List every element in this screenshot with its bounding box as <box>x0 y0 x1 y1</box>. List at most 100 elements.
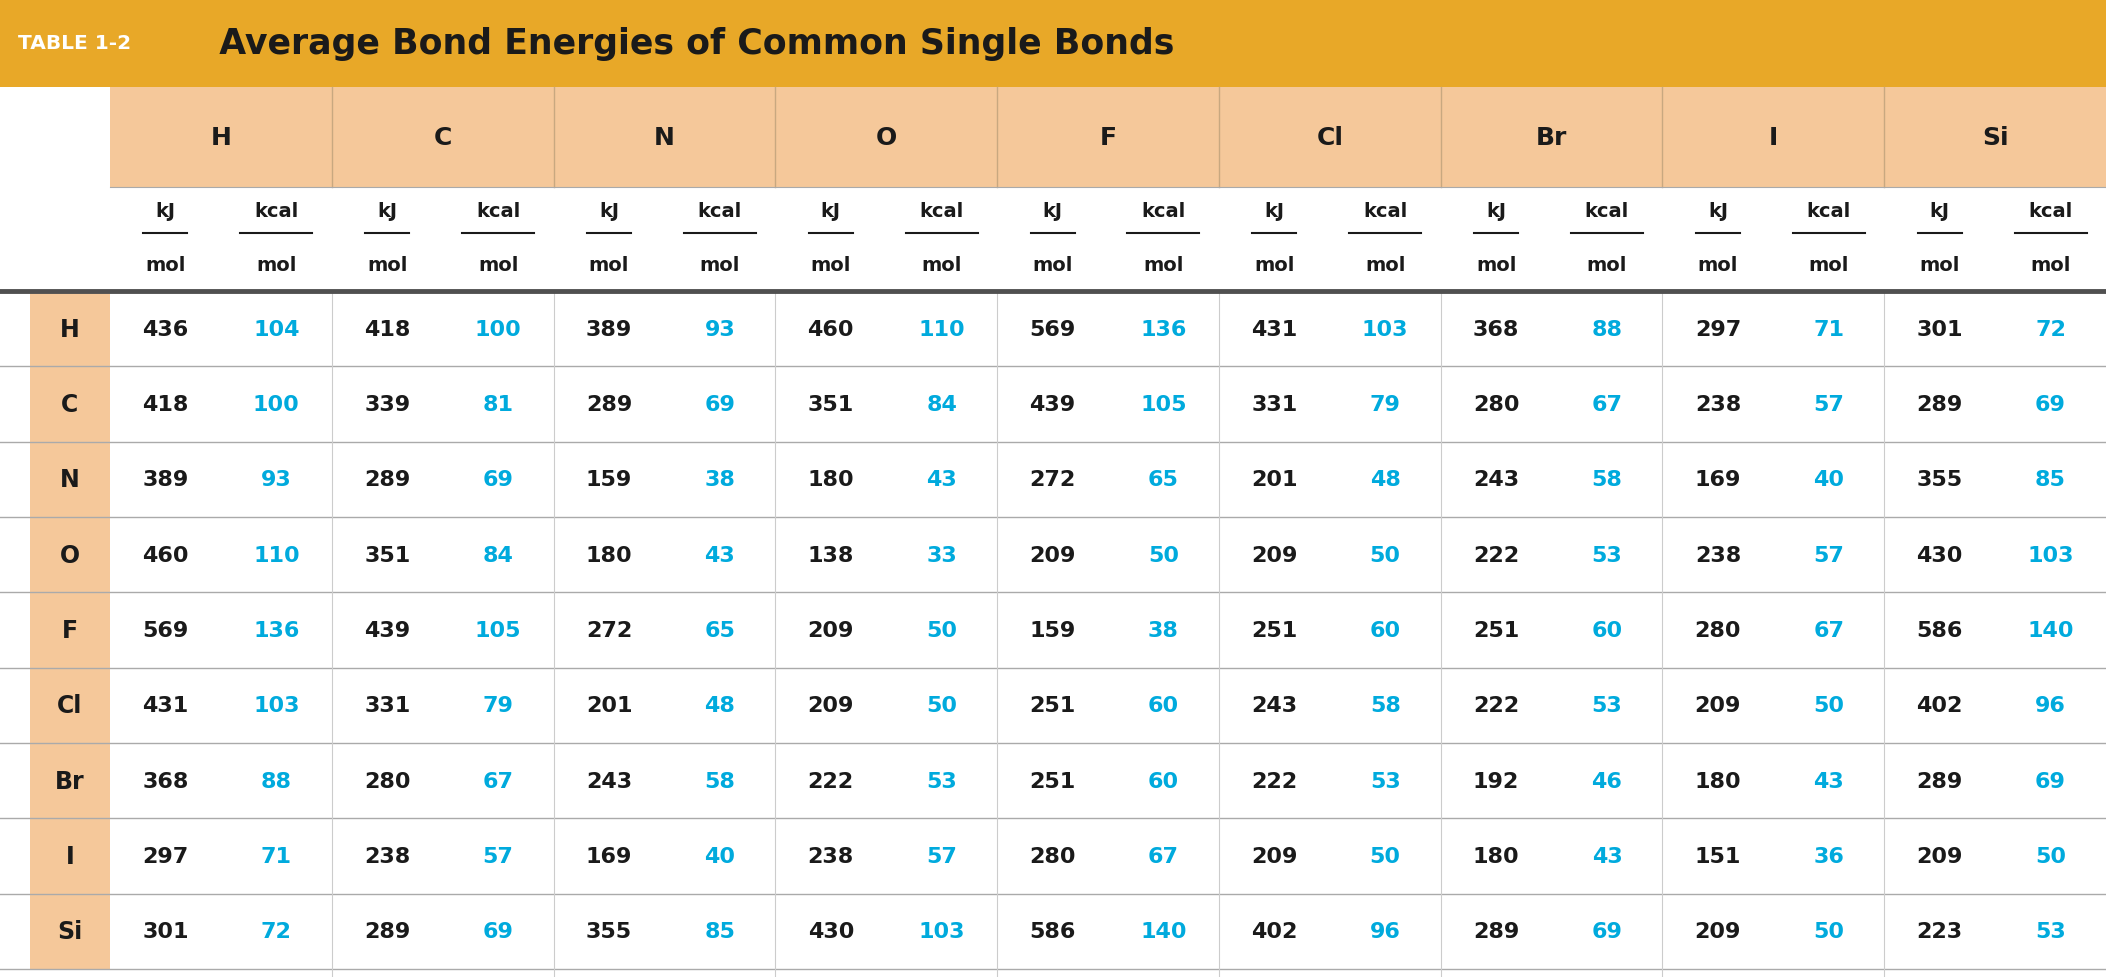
Text: 140: 140 <box>1139 921 1186 942</box>
Text: mol: mol <box>1919 256 1961 276</box>
Text: kJ: kJ <box>1042 202 1064 221</box>
Bar <box>29 819 110 894</box>
Text: 103: 103 <box>2028 545 2074 565</box>
Text: mol: mol <box>478 256 518 276</box>
Text: 72: 72 <box>2034 319 2066 339</box>
Text: 136: 136 <box>253 620 299 640</box>
Text: mol: mol <box>699 256 739 276</box>
Text: 105: 105 <box>474 620 522 640</box>
Text: C: C <box>61 393 78 416</box>
Text: 289: 289 <box>585 395 632 414</box>
Text: 110: 110 <box>253 545 299 565</box>
Text: 53: 53 <box>1369 771 1400 790</box>
Text: 57: 57 <box>1813 395 1845 414</box>
Text: 60: 60 <box>1369 620 1400 640</box>
Text: 251: 251 <box>1030 696 1076 715</box>
Text: 58: 58 <box>1369 696 1400 715</box>
Text: 88: 88 <box>261 771 293 790</box>
Text: 180: 180 <box>585 545 632 565</box>
Text: 301: 301 <box>1916 319 1963 339</box>
Text: Br: Br <box>1535 126 1567 149</box>
Text: 169: 169 <box>585 846 632 867</box>
Text: 69: 69 <box>2034 771 2066 790</box>
Text: 431: 431 <box>143 696 190 715</box>
Text: 331: 331 <box>364 696 411 715</box>
Text: 209: 209 <box>1916 846 1963 867</box>
Text: 50: 50 <box>1813 921 1845 942</box>
Text: Si: Si <box>1982 126 2009 149</box>
Text: 209: 209 <box>1695 921 1742 942</box>
Text: 110: 110 <box>918 319 965 339</box>
Text: H: H <box>211 126 232 149</box>
Text: mol: mol <box>922 256 962 276</box>
Text: 53: 53 <box>1592 696 1622 715</box>
Text: 65: 65 <box>703 620 735 640</box>
Text: kcal: kcal <box>2028 202 2072 221</box>
Text: 36: 36 <box>1813 846 1845 867</box>
Text: 58: 58 <box>703 771 735 790</box>
Text: 138: 138 <box>807 545 853 565</box>
Bar <box>333 88 554 188</box>
Text: 53: 53 <box>2034 921 2066 942</box>
Text: 103: 103 <box>918 921 965 942</box>
Text: 50: 50 <box>927 620 956 640</box>
Text: 368: 368 <box>1472 319 1518 339</box>
Text: 418: 418 <box>143 395 190 414</box>
Bar <box>554 88 775 188</box>
Text: 355: 355 <box>585 921 632 942</box>
Text: 339: 339 <box>364 395 411 414</box>
Text: 57: 57 <box>482 846 514 867</box>
Bar <box>29 518 110 593</box>
Text: 57: 57 <box>1813 545 1845 565</box>
Text: 69: 69 <box>2034 395 2066 414</box>
Text: 50: 50 <box>1148 545 1179 565</box>
Text: F: F <box>61 618 78 642</box>
Text: kJ: kJ <box>821 202 840 221</box>
Text: 331: 331 <box>1251 395 1297 414</box>
Text: 586: 586 <box>1030 921 1076 942</box>
Text: 586: 586 <box>1916 620 1963 640</box>
Text: mol: mol <box>2030 256 2070 276</box>
Text: 289: 289 <box>1916 771 1963 790</box>
Text: 351: 351 <box>809 395 853 414</box>
Text: I: I <box>65 844 74 869</box>
Text: mol: mol <box>1032 256 1072 276</box>
Text: kcal: kcal <box>476 202 520 221</box>
Bar <box>775 88 996 188</box>
Text: 67: 67 <box>482 771 514 790</box>
Text: 251: 251 <box>1251 620 1297 640</box>
Text: 43: 43 <box>706 545 735 565</box>
Text: mol: mol <box>590 256 630 276</box>
Text: mol: mol <box>145 256 185 276</box>
Text: 67: 67 <box>1148 846 1179 867</box>
Text: 140: 140 <box>2028 620 2074 640</box>
Text: 402: 402 <box>1251 921 1297 942</box>
Text: 272: 272 <box>1030 470 1076 489</box>
Text: 93: 93 <box>706 319 735 339</box>
Bar <box>0 0 2106 88</box>
Text: 439: 439 <box>1030 395 1076 414</box>
Text: 289: 289 <box>1916 395 1963 414</box>
Text: 84: 84 <box>927 395 956 414</box>
Text: 368: 368 <box>143 771 190 790</box>
Text: 389: 389 <box>143 470 190 489</box>
Bar <box>1662 88 1885 188</box>
Text: 222: 222 <box>809 771 853 790</box>
Text: 209: 209 <box>1251 545 1297 565</box>
Bar <box>996 88 1219 188</box>
Text: 180: 180 <box>1472 846 1518 867</box>
Text: 289: 289 <box>1472 921 1518 942</box>
Text: 159: 159 <box>585 470 632 489</box>
Text: 48: 48 <box>703 696 735 715</box>
Text: 65: 65 <box>1148 470 1179 489</box>
Text: 33: 33 <box>927 545 956 565</box>
Text: 60: 60 <box>1148 696 1179 715</box>
Text: 209: 209 <box>1251 846 1297 867</box>
Text: 238: 238 <box>809 846 853 867</box>
Text: 389: 389 <box>585 319 632 339</box>
Text: 418: 418 <box>364 319 411 339</box>
Text: 60: 60 <box>1148 771 1179 790</box>
Text: mol: mol <box>257 256 297 276</box>
Text: 238: 238 <box>1695 545 1742 565</box>
Bar <box>29 443 110 518</box>
